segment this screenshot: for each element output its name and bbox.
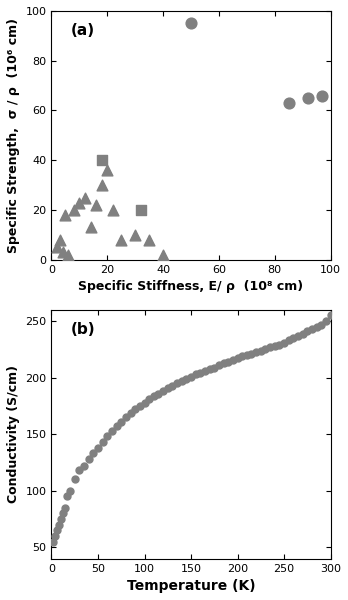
Point — [318, 320, 324, 329]
Point — [90, 449, 96, 458]
Point — [267, 343, 273, 352]
Point — [221, 358, 226, 368]
Point — [198, 368, 203, 378]
Point — [50, 537, 56, 547]
Point — [295, 331, 301, 341]
Point — [147, 235, 152, 245]
Point — [156, 389, 161, 398]
Point — [300, 329, 306, 338]
Point — [281, 338, 287, 347]
Point — [64, 491, 70, 501]
Point — [77, 198, 82, 208]
Point — [253, 347, 259, 356]
Text: (b): (b) — [71, 322, 96, 337]
Point — [286, 335, 292, 345]
Point — [258, 346, 263, 355]
Point — [202, 366, 208, 376]
Point — [58, 514, 64, 524]
Point — [67, 486, 73, 496]
Point — [323, 316, 329, 326]
Point — [104, 431, 110, 441]
Point — [57, 235, 63, 245]
Point — [93, 200, 99, 210]
Point — [54, 526, 60, 535]
Point — [328, 311, 333, 320]
Point — [165, 383, 171, 392]
Point — [86, 454, 92, 464]
Point — [104, 166, 110, 175]
Point — [291, 334, 296, 343]
Point — [138, 205, 144, 215]
Y-axis label: Specific Strength,  σ / ρ  (10⁶ cm): Specific Strength, σ / ρ (10⁶ cm) — [7, 18, 20, 253]
Point — [110, 205, 116, 215]
Point — [216, 361, 222, 370]
Point — [304, 326, 310, 336]
Point — [81, 461, 87, 471]
Point — [286, 98, 292, 108]
Text: (a): (a) — [71, 23, 95, 38]
Point — [212, 363, 217, 373]
Point — [56, 520, 62, 530]
Point — [319, 91, 325, 100]
Point — [188, 372, 194, 382]
Point — [95, 443, 101, 452]
Point — [118, 235, 124, 245]
Point — [207, 364, 212, 373]
Y-axis label: Conductivity (S/cm): Conductivity (S/cm) — [7, 365, 20, 503]
Point — [63, 210, 68, 220]
Point — [174, 379, 180, 388]
Point — [72, 475, 78, 484]
Point — [99, 181, 104, 190]
Point — [137, 401, 143, 411]
Point — [128, 408, 133, 418]
Point — [306, 93, 311, 103]
Point — [71, 205, 77, 215]
Point — [109, 426, 115, 436]
Point — [133, 230, 138, 239]
Point — [60, 509, 65, 518]
Point — [188, 19, 194, 28]
Point — [151, 391, 157, 401]
Point — [160, 386, 166, 396]
X-axis label: Temperature (K): Temperature (K) — [127, 579, 255, 593]
Point — [53, 531, 58, 541]
Point — [133, 404, 138, 414]
Point — [147, 394, 152, 404]
Point — [88, 223, 93, 232]
Point — [123, 412, 129, 422]
Point — [114, 422, 119, 431]
Point — [169, 381, 175, 391]
Point — [179, 376, 184, 386]
Point — [263, 344, 268, 354]
Point — [100, 437, 105, 447]
Point — [314, 322, 319, 332]
Point — [65, 250, 71, 260]
Point — [77, 466, 82, 475]
Point — [193, 370, 198, 379]
Point — [239, 352, 245, 361]
Point — [272, 341, 277, 351]
Point — [160, 250, 166, 260]
Point — [235, 353, 240, 363]
Point — [277, 340, 282, 350]
Point — [99, 155, 104, 165]
Point — [82, 193, 88, 202]
Point — [118, 417, 124, 427]
Point — [309, 324, 315, 334]
Point — [184, 374, 189, 383]
Point — [62, 503, 67, 512]
Point — [226, 357, 231, 367]
Point — [249, 349, 254, 359]
Point — [60, 247, 65, 257]
Point — [244, 350, 250, 360]
Point — [142, 398, 147, 407]
Point — [54, 242, 60, 252]
Point — [230, 355, 236, 364]
X-axis label: Specific Stiffness, E/ ρ  (10⁸ cm): Specific Stiffness, E/ ρ (10⁸ cm) — [78, 280, 303, 293]
